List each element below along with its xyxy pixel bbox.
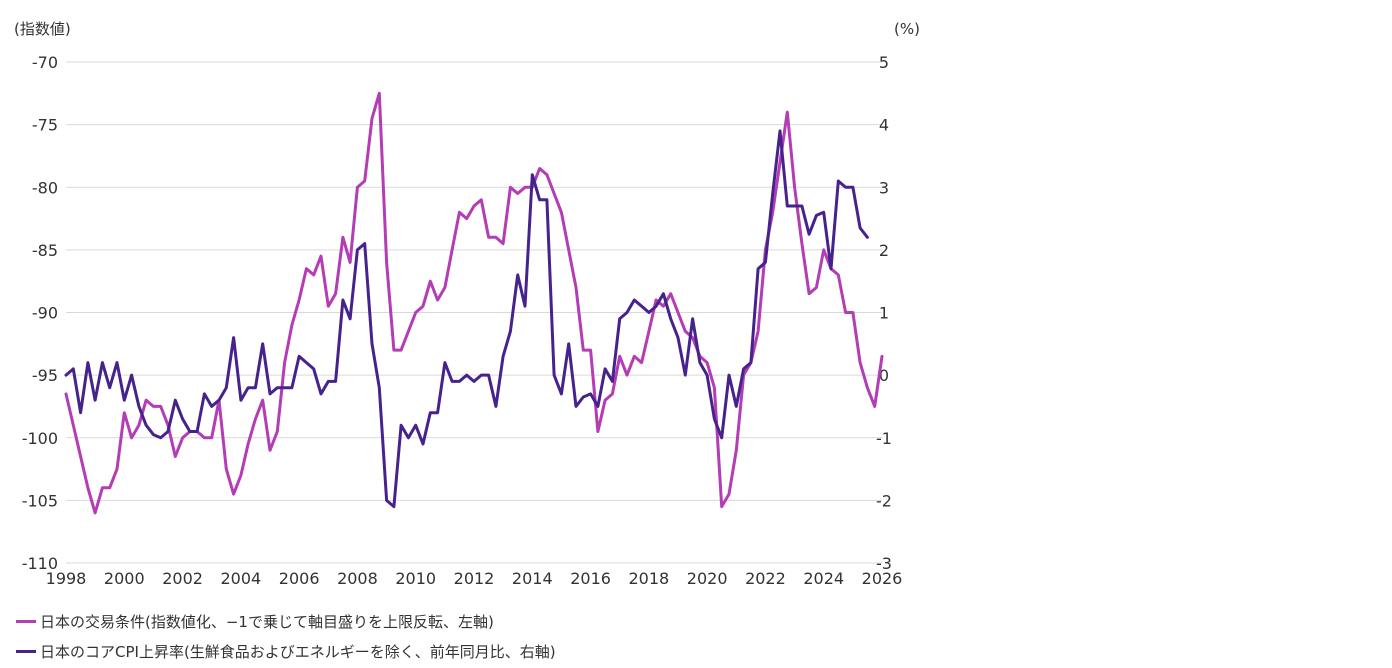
right-tick-label: 1 — [879, 304, 889, 323]
x-tick-label: 2000 — [104, 569, 145, 588]
left-tick-label: -90 — [32, 304, 58, 323]
right-tick-label: 3 — [879, 178, 889, 197]
legend-item-terms-of-trade: 日本の交易条件(指数値化、−1で乗じて軸目盛りを上限反転、左軸) — [16, 611, 494, 632]
x-tick-label: 2016 — [570, 569, 611, 588]
left-tick-label: -105 — [22, 491, 58, 510]
legend-label: 日本の交易条件(指数値化、−1で乗じて軸目盛りを上限反転、左軸) — [40, 613, 494, 631]
x-tick-label: 2008 — [337, 569, 378, 588]
series-line-0 — [64, 91, 884, 515]
right-tick-label: -1 — [876, 429, 892, 448]
left-tick-label: -75 — [32, 116, 58, 135]
x-tick-label: 2012 — [454, 569, 495, 588]
x-tick-label: 2024 — [803, 569, 844, 588]
x-tick-label: 2018 — [628, 569, 669, 588]
right-axis: 5 4 3 2 1 0 -1 -2 -3 — [876, 53, 892, 573]
left-tick-label: -85 — [32, 241, 58, 260]
x-tick-label: 1998 — [46, 569, 87, 588]
x-axis: 1998 2000 2002 2004 2006 2008 2010 2012 2014 2016… — [46, 569, 903, 588]
x-tick-label: 2014 — [512, 569, 553, 588]
left-axis-unit: (指数値) — [14, 20, 71, 38]
x-tick-label: 2010 — [395, 569, 436, 588]
left-tick-label: -70 — [32, 53, 58, 72]
right-tick-label: 0 — [879, 366, 889, 385]
x-tick-label: 2004 — [220, 569, 261, 588]
gridlines — [66, 61, 882, 564]
legend-swatch-magenta — [16, 620, 36, 623]
right-tick-label: 2 — [879, 241, 889, 260]
left-tick-label: -80 — [32, 178, 58, 197]
x-tick-label: 2020 — [687, 569, 728, 588]
series-lines — [64, 91, 884, 515]
legend-label: 日本のコアCPI上昇率(生鮮食品およびエネルギーを除く、前年同月比、右軸) — [40, 643, 556, 661]
x-tick-label: 2002 — [162, 569, 203, 588]
legend-swatch-purple — [16, 650, 36, 653]
right-tick-label: -2 — [876, 491, 892, 510]
right-tick-label: -3 — [876, 554, 892, 573]
left-tick-label: -110 — [22, 554, 58, 573]
right-axis-unit: (%) — [894, 20, 920, 38]
right-tick-label: 4 — [879, 116, 889, 135]
left-axis: -70 -75 -80 -85 -90 -95 -100 -105 -110 — [22, 53, 58, 573]
right-tick-label: 5 — [879, 53, 889, 72]
legend-item-core-cpi: 日本のコアCPI上昇率(生鮮食品およびエネルギーを除く、前年同月比、右軸) — [16, 641, 556, 662]
left-tick-label: -95 — [32, 366, 58, 385]
x-tick-label: 2026 — [862, 569, 903, 588]
x-tick-label: 2022 — [745, 569, 786, 588]
x-tick-label: 2006 — [279, 569, 320, 588]
series-line-1 — [64, 129, 869, 509]
left-tick-label: -100 — [22, 429, 58, 448]
